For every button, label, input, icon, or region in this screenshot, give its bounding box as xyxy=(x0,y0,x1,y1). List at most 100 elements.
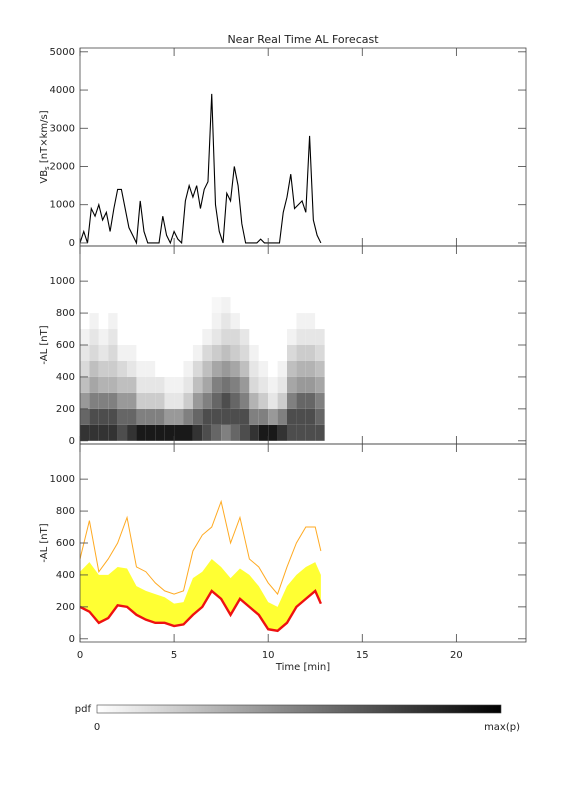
heat-cell xyxy=(155,345,165,361)
x-tick-label: 15 xyxy=(356,650,369,661)
heat-cell xyxy=(296,392,306,409)
heat-cell xyxy=(164,360,175,377)
heat-cell xyxy=(108,360,118,377)
heat-cell xyxy=(80,329,90,345)
heat-cell xyxy=(174,408,184,425)
heat-cell xyxy=(249,392,259,409)
heat-cell xyxy=(202,424,212,441)
heat-cell xyxy=(155,313,165,330)
heat-cell xyxy=(164,313,175,330)
heat-cell xyxy=(80,392,90,409)
heat-cell xyxy=(315,424,325,441)
heat-cell xyxy=(249,329,259,345)
y-label-sub: s xyxy=(43,166,51,170)
x-tick-label: 0 xyxy=(77,650,83,661)
heat-cell xyxy=(239,424,250,441)
heat-cell xyxy=(183,376,193,393)
heat-cell xyxy=(315,360,325,377)
heat-cell xyxy=(239,345,250,361)
heat-cell xyxy=(305,313,316,330)
heat-cell xyxy=(145,345,156,361)
heat-cell xyxy=(268,392,278,409)
heat-cell xyxy=(164,424,175,441)
heat-cell xyxy=(258,313,269,330)
heat-cell xyxy=(221,392,231,409)
heat-cell xyxy=(98,345,109,361)
heat-cell xyxy=(98,329,109,345)
heat-cell xyxy=(117,376,128,393)
heat-cell xyxy=(277,297,288,314)
heat-cell xyxy=(202,392,212,409)
heat-cell xyxy=(221,408,231,425)
heat-cell xyxy=(287,329,297,345)
heat-cell xyxy=(80,360,90,377)
heat-cell xyxy=(89,360,99,377)
heat-cell xyxy=(145,360,156,377)
heat-cell xyxy=(249,297,259,314)
heat-cell xyxy=(155,329,165,345)
heat-cell xyxy=(145,392,156,409)
heat-cell xyxy=(268,345,278,361)
heat-cell xyxy=(239,313,250,330)
heat-cell xyxy=(155,360,165,377)
heat-cell xyxy=(315,329,325,345)
heat-cell xyxy=(277,313,288,330)
y-tick-label: 400 xyxy=(56,570,75,581)
y-label-rest: [nT×km/s] xyxy=(39,110,50,166)
heat-cell xyxy=(136,329,146,345)
heat-cell xyxy=(211,408,222,425)
axes-frame xyxy=(79,47,527,247)
heat-cell xyxy=(202,345,212,361)
y-tick-label: 1000 xyxy=(50,200,75,211)
heat-cell xyxy=(221,345,231,361)
heat-cell xyxy=(268,297,278,314)
heat-cell xyxy=(117,345,128,361)
heat-cell xyxy=(174,392,184,409)
heat-cell xyxy=(239,329,250,345)
heat-cell xyxy=(258,329,269,345)
heat-cell xyxy=(202,297,212,314)
heat-cell xyxy=(230,313,240,330)
heat-cell xyxy=(145,376,156,393)
chart-title: Near Real Time AL Forecast xyxy=(227,33,379,46)
heat-cell xyxy=(145,424,156,441)
heat-cell xyxy=(89,313,99,330)
heat-cell xyxy=(221,329,231,345)
heat-cell xyxy=(136,360,146,377)
heat-cell xyxy=(117,392,128,409)
heat-cell xyxy=(117,329,128,345)
heat-cell xyxy=(315,376,325,393)
heat-cell xyxy=(117,408,128,425)
heat-cell xyxy=(230,329,240,345)
y-tick-label: 600 xyxy=(56,538,75,549)
heat-cell xyxy=(80,313,90,330)
y-tick-label: 0 xyxy=(69,238,75,249)
heat-cell xyxy=(98,297,109,314)
plot-area xyxy=(80,297,325,441)
heat-cell xyxy=(98,360,109,377)
heat-cell xyxy=(211,345,222,361)
heat-cell xyxy=(221,313,231,330)
heat-cell xyxy=(192,376,203,393)
heat-cell xyxy=(108,297,118,314)
heat-cell xyxy=(287,297,297,314)
heat-cell xyxy=(221,376,231,393)
y-tick-label: 4000 xyxy=(50,85,75,96)
y-tick-label: 5000 xyxy=(50,47,75,58)
heat-cell xyxy=(230,392,240,409)
y-axis-label: -AL [nT] xyxy=(39,523,50,562)
heat-cell xyxy=(145,297,156,314)
heat-cell xyxy=(277,329,288,345)
heat-cell xyxy=(98,313,109,330)
plot-area xyxy=(80,93,322,245)
heat-cell xyxy=(89,424,99,441)
heat-cell xyxy=(268,329,278,345)
heat-cell xyxy=(192,329,203,345)
heat-cell xyxy=(127,297,137,314)
y-tick-label: 800 xyxy=(56,308,75,319)
heat-cell xyxy=(164,345,175,361)
heat-cell xyxy=(268,360,278,377)
heat-cell xyxy=(108,345,118,361)
data-line xyxy=(80,93,322,245)
heat-cell xyxy=(127,424,137,441)
